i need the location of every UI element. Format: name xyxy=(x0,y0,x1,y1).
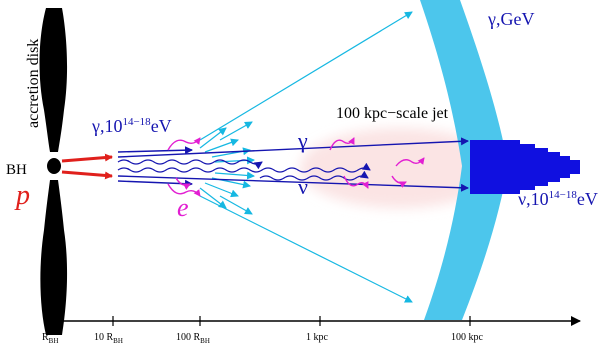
tick-label-100rbh: 100 RBH xyxy=(176,332,210,345)
gamma-gev-label: γ,GeV xyxy=(488,9,535,29)
tick-main: 100 R xyxy=(176,332,201,343)
inner-gamma-exp: 14−18 xyxy=(122,116,151,128)
accretion-disk-label: accretion disk xyxy=(25,38,42,128)
tick-sub: BH xyxy=(48,337,59,345)
proton-arrow-top xyxy=(61,153,113,163)
tick-main: R xyxy=(42,332,49,343)
tick-label-100kpc: 100 kpc xyxy=(451,332,483,345)
cascade-line-top xyxy=(199,11,413,141)
jet-label: 100 kpc−scale jet xyxy=(336,105,449,122)
black-hole xyxy=(47,158,61,174)
inner-gamma-label: γ,1014−18eV xyxy=(92,116,172,136)
wavy-photons xyxy=(117,159,371,181)
tick-sub: BH xyxy=(200,337,210,345)
gamma-shell xyxy=(420,0,508,320)
electron-paths xyxy=(167,137,425,197)
tick-main: 1 kpc xyxy=(306,332,328,343)
inner-gamma-symbol: γ,10 xyxy=(92,116,123,136)
inner-gamma-unit: eV xyxy=(150,116,172,136)
tick-label-1kpc: 1 kpc xyxy=(306,332,328,345)
cascade-line-bottom xyxy=(199,195,413,303)
outer-neutrino-label: ν,1014−18eV xyxy=(518,189,598,209)
black-hole-label: BH xyxy=(6,162,27,178)
tick-label-rbh: RBH xyxy=(42,332,58,345)
axis-ticks xyxy=(53,316,471,326)
gamma-label: γ xyxy=(298,128,308,153)
outer-neutrino-symbol: ν,10 xyxy=(518,189,549,209)
neutrino-label: ν xyxy=(298,174,308,199)
disk-upper-lobe xyxy=(39,8,68,152)
outer-neutrino-exp: 14−18 xyxy=(548,189,577,201)
outer-neutrino-unit: eV xyxy=(576,189,598,209)
proton-arrow-bottom xyxy=(61,170,113,180)
core-blob xyxy=(470,140,580,194)
proton-label: p xyxy=(16,180,30,211)
tick-main: 100 kpc xyxy=(451,332,483,343)
electron-label: e xyxy=(177,193,189,222)
tick-sub: BH xyxy=(113,337,123,345)
tick-main: 10 R xyxy=(94,332,114,343)
disk-lower-lobe xyxy=(40,180,68,335)
tick-label-10rbh: 10 RBH xyxy=(94,332,123,345)
